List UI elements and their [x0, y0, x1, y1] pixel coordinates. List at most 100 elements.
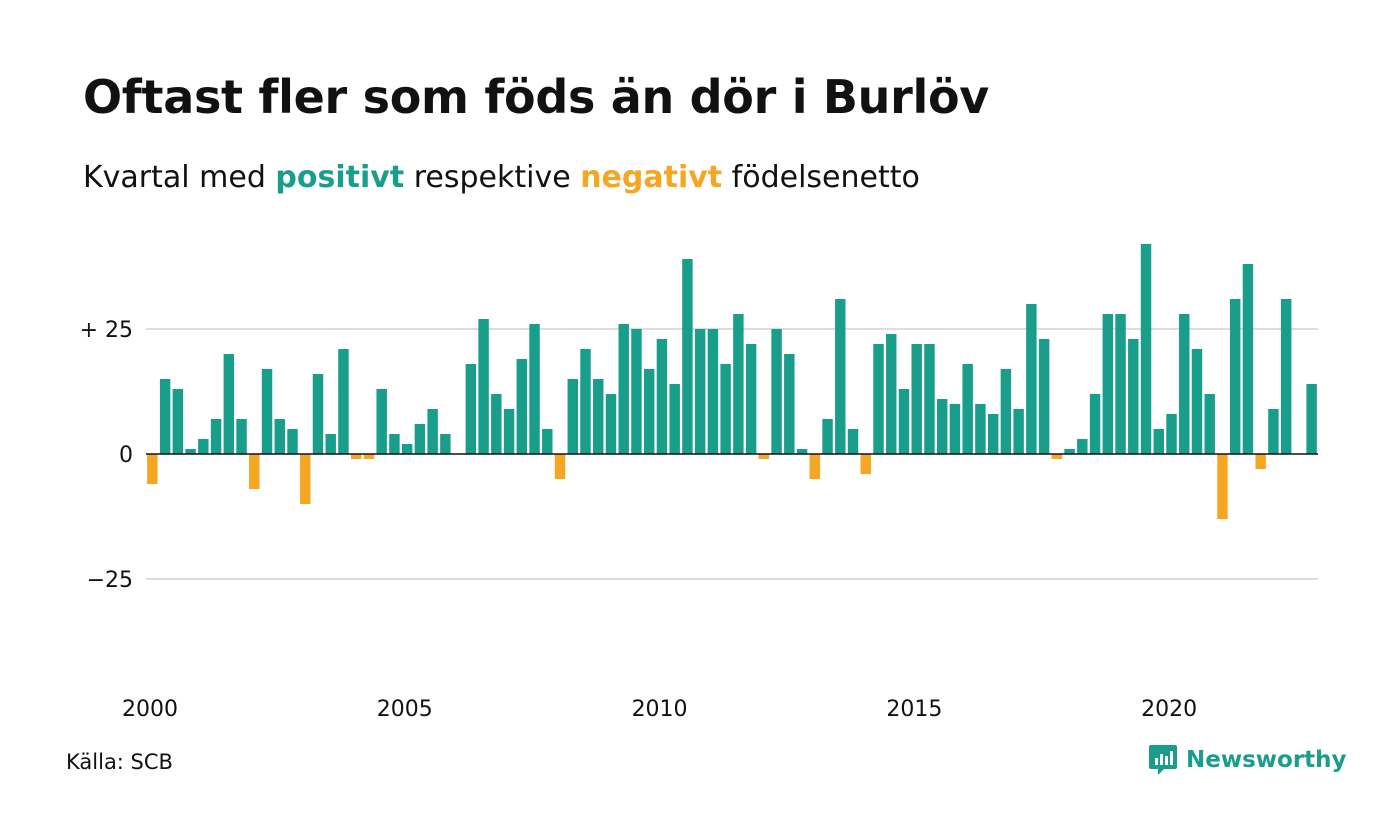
bar-positive — [338, 349, 349, 454]
bar-negative — [554, 454, 566, 479]
bar-positive — [822, 419, 833, 454]
bar-positive — [936, 399, 948, 454]
x-tick-label: 2010 — [632, 697, 688, 722]
bar-positive — [1242, 264, 1254, 454]
bar-negative — [147, 454, 158, 484]
bar-positive — [911, 344, 922, 454]
bar-positive — [1038, 339, 1050, 454]
bar-positive — [694, 329, 706, 454]
x-tick-label: 2020 — [1141, 697, 1197, 722]
bar-positive — [771, 329, 782, 454]
bar-positive — [159, 379, 171, 454]
bar-positive — [1153, 429, 1164, 454]
bar-positive — [287, 429, 298, 454]
bar-positive — [261, 369, 273, 454]
y-tick-label: 0 — [119, 443, 133, 468]
bar-positive — [733, 314, 744, 454]
bar-positive — [210, 419, 222, 454]
source-note: Källa: SCB — [66, 750, 173, 774]
bar-positive — [198, 439, 209, 454]
bar-negative — [758, 454, 770, 459]
bar-negative — [1255, 454, 1266, 469]
bar-positive — [1077, 439, 1088, 454]
bar-positive — [1280, 299, 1292, 454]
bar-positive — [542, 429, 553, 454]
bar-positive — [720, 364, 731, 454]
bar-positive — [873, 344, 884, 454]
bar-positive — [924, 344, 935, 454]
bar-positive — [1268, 409, 1279, 454]
x-tick-label: 2005 — [377, 697, 433, 722]
bar-positive — [1000, 369, 1012, 454]
bar-positive — [1013, 409, 1024, 454]
bar-positive — [185, 449, 196, 454]
x-tick-label: 2000 — [122, 697, 178, 722]
bar-positive — [503, 409, 515, 454]
bar-positive — [172, 389, 184, 454]
subtitle-text-before: Kvartal med — [83, 160, 276, 195]
subtitle-text-after: födelsenetto — [722, 160, 920, 195]
brand-logo: Newsworthy — [1148, 743, 1347, 777]
bar-positive — [1128, 339, 1139, 454]
bar-chart: + 25 0 −25 2000 2005 2010 2015 2020 — [80, 244, 1318, 722]
bar-positive — [835, 299, 846, 454]
bar-positive — [707, 329, 719, 454]
bar-positive — [847, 429, 859, 454]
bar-positive — [669, 384, 680, 454]
bar-negative — [363, 454, 375, 459]
bar-negative — [860, 454, 871, 474]
bar-positive — [401, 444, 413, 454]
bar-positive — [949, 404, 961, 454]
bar-negative — [249, 454, 260, 489]
bar-positive — [1102, 314, 1114, 454]
bar-positive — [325, 434, 336, 454]
y-tick-label: −25 — [87, 568, 133, 593]
bar-positive — [465, 364, 477, 454]
bar-positive — [440, 434, 451, 454]
bar-positive — [1229, 299, 1241, 454]
bar-positive — [745, 344, 757, 454]
bar-positive — [1306, 384, 1317, 454]
newsworthy-logo-icon — [1149, 745, 1177, 775]
bar-positive — [1191, 349, 1203, 454]
bar-positive — [491, 394, 502, 454]
bar-positive — [1026, 304, 1037, 454]
bar-positive — [1204, 394, 1215, 454]
y-tick-label: + 25 — [80, 318, 133, 343]
subtitle-positive-label: positivt — [275, 160, 405, 195]
bar-positive — [580, 349, 591, 454]
bar-positive — [682, 259, 693, 454]
bar-negative — [350, 454, 362, 459]
bar-positive — [643, 369, 655, 454]
bar-positive — [376, 389, 387, 454]
bar-positive — [1166, 414, 1177, 454]
chart-subtitle: Kvartal med positivt respektive negativt… — [83, 160, 920, 195]
bar-positive — [478, 319, 489, 454]
bar-positive — [1115, 314, 1126, 454]
bar-negative — [809, 454, 821, 479]
bar-positive — [886, 334, 897, 454]
bar-positive — [427, 409, 438, 454]
bar-positive — [656, 339, 668, 454]
bar-positive — [1064, 449, 1075, 454]
brand-name: Newsworthy — [1186, 747, 1347, 773]
bar-positive — [605, 394, 617, 454]
bar-positive — [1140, 244, 1152, 454]
bar-negative — [1051, 454, 1063, 459]
bar-positive — [223, 354, 235, 454]
bar-negative — [1217, 454, 1228, 519]
bar-positive — [274, 419, 285, 454]
bar-positive — [567, 379, 578, 454]
bar-positive — [389, 434, 400, 454]
subtitle-text-middle: respektive — [404, 160, 581, 195]
bar-positive — [618, 324, 629, 454]
bar-positive — [1089, 394, 1101, 454]
bar-positive — [1179, 314, 1190, 454]
bar-positive — [236, 419, 247, 454]
bar-positive — [962, 364, 973, 454]
chart-title: Oftast fler som föds än dör i Burlöv — [83, 70, 989, 124]
x-tick-label: 2015 — [886, 697, 942, 722]
bar-positive — [516, 359, 528, 454]
bar-positive — [784, 354, 795, 454]
bar-positive — [312, 374, 324, 454]
